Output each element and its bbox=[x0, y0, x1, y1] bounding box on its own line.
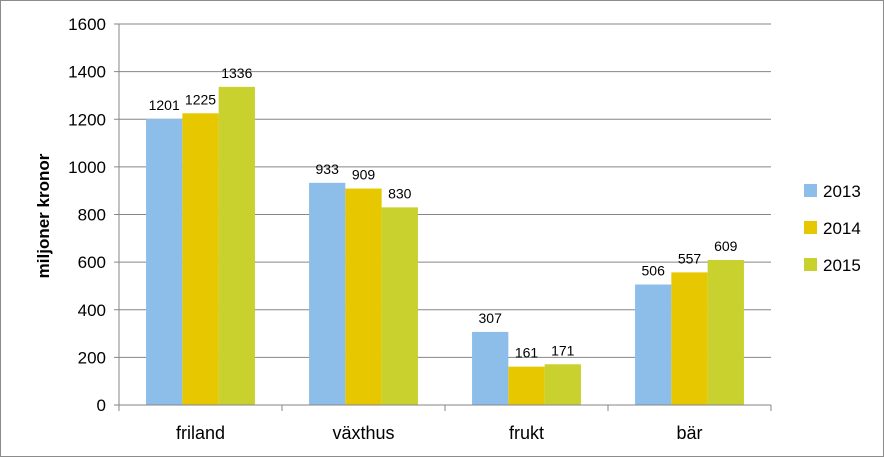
y-tick-label-200: 200 bbox=[78, 348, 106, 367]
data-label-frukt-2013: 307 bbox=[479, 310, 503, 326]
bar-friland-2015 bbox=[218, 86, 255, 406]
bar-bär-2013 bbox=[635, 284, 672, 405]
y-tick-label-400: 400 bbox=[78, 301, 106, 320]
bar-bär-2014 bbox=[671, 272, 708, 405]
y-tick-label-0: 0 bbox=[97, 396, 106, 415]
bar-frukt-2014 bbox=[508, 366, 545, 405]
legend-swatch-2013 bbox=[804, 184, 817, 197]
bar-bär-2015 bbox=[707, 259, 744, 405]
data-label-växthus-2013: 933 bbox=[316, 161, 340, 177]
y-tick-label-1000: 1000 bbox=[68, 158, 106, 177]
legend-label-2015: 2015 bbox=[823, 256, 861, 275]
bar-friland-2013 bbox=[146, 119, 183, 405]
bar-friland-2014 bbox=[182, 113, 219, 405]
bar-växthus-2014 bbox=[345, 188, 382, 405]
data-label-friland-2013: 1201 bbox=[149, 97, 180, 113]
data-labels: 1201 1225 1336 933 909 830 307 161 171 506 557 609 bbox=[149, 65, 738, 361]
x-category-label-frukt: frukt bbox=[509, 423, 544, 443]
legend-swatch-2014 bbox=[804, 221, 817, 234]
axes: 0 200 400 600 800 1000 1200 1400 1600 friland växt… bbox=[68, 15, 772, 443]
data-label-växthus-2015: 830 bbox=[388, 185, 412, 201]
y-tick-label-1600: 1600 bbox=[68, 15, 106, 34]
y-tick-label-1200: 1200 bbox=[68, 110, 106, 129]
data-label-bär-2014: 557 bbox=[678, 250, 702, 266]
y-tick-label-1400: 1400 bbox=[68, 63, 106, 82]
y-tick-label-600: 600 bbox=[78, 253, 106, 272]
legend: 2013 2014 2015 bbox=[804, 182, 861, 275]
data-label-frukt-2015: 171 bbox=[551, 342, 575, 358]
data-label-växthus-2014: 909 bbox=[352, 167, 376, 183]
data-label-bär-2013: 506 bbox=[642, 263, 666, 279]
bar-frukt-2015 bbox=[544, 364, 581, 405]
data-label-frukt-2014: 161 bbox=[515, 345, 539, 361]
legend-label-2013: 2013 bbox=[823, 182, 861, 201]
data-label-friland-2015: 1336 bbox=[221, 65, 252, 81]
legend-swatch-2015 bbox=[804, 258, 817, 271]
bar-växthus-2013 bbox=[309, 182, 346, 405]
x-category-label-bär: bär bbox=[676, 423, 702, 443]
bar-frukt-2013 bbox=[472, 331, 509, 405]
bar-växthus-2015 bbox=[381, 207, 418, 405]
x-category-label-friland: friland bbox=[176, 423, 225, 443]
data-label-bär-2015: 609 bbox=[714, 238, 738, 254]
y-axis-label: miljoner kronor bbox=[34, 153, 53, 278]
y-tick-label-800: 800 bbox=[78, 206, 106, 225]
bars bbox=[146, 86, 744, 406]
legend-label-2014: 2014 bbox=[823, 219, 861, 238]
data-label-friland-2014: 1225 bbox=[185, 91, 216, 107]
x-category-label-växthus: växthus bbox=[332, 423, 394, 443]
